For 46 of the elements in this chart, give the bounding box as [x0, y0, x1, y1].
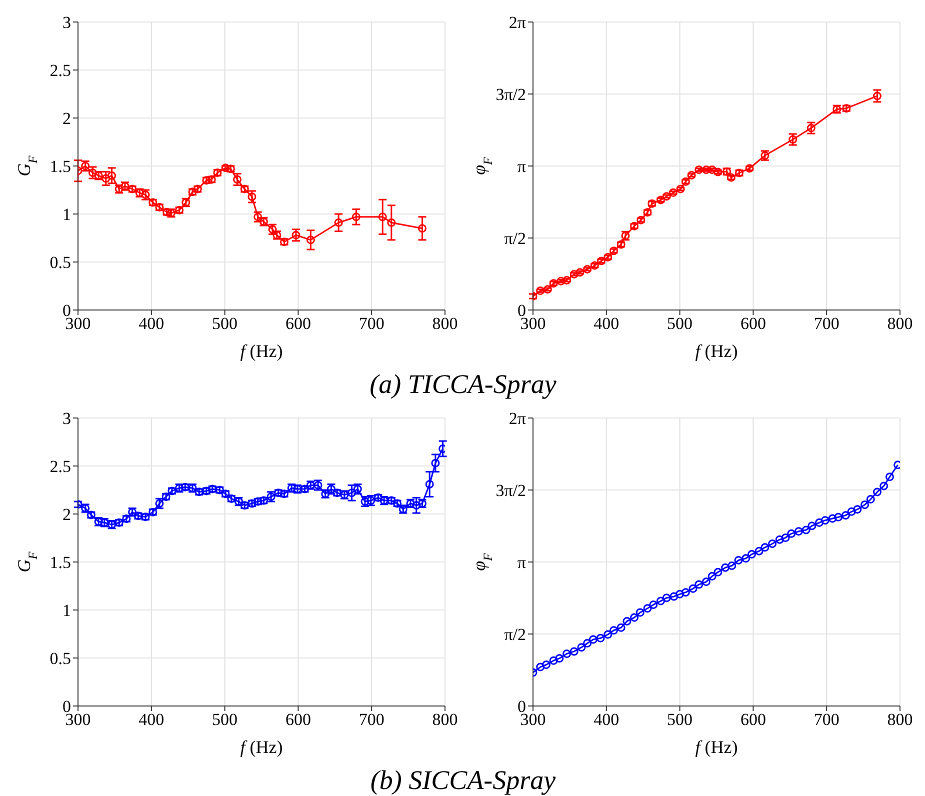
x-tick-label: 400 [138, 314, 164, 334]
x-tick-label: 400 [594, 314, 620, 334]
y-tick-label: 1.5 [50, 553, 71, 572]
y-tick-label: 2.5 [50, 61, 71, 80]
y-tick-label: 3π/2 [496, 481, 526, 500]
y-tick-label: 1.5 [50, 157, 71, 176]
text: (b) SICCA-Spray [369, 764, 557, 796]
x-tick-label: 500 [667, 710, 693, 730]
x-axis-title: f (Hz) [240, 341, 283, 361]
x-tick-label: 700 [814, 710, 840, 730]
x-tick-label: 800 [887, 710, 913, 730]
x-tick-label: 700 [814, 314, 840, 334]
x-tick-label: 800 [887, 314, 913, 334]
y-tick-label: 3 [62, 13, 71, 32]
y-tick-label: 1 [62, 601, 71, 620]
x-tick-label: 600 [740, 710, 766, 730]
x-tick-label: 400 [138, 710, 164, 730]
text: (a) TICCA-Spray [368, 368, 558, 400]
y-tick-label: 2.5 [50, 457, 71, 476]
y-tick-label: 2π [508, 13, 526, 32]
y-tick-label: π [517, 157, 526, 176]
x-tick-label: 600 [285, 710, 311, 730]
y-tick-label: 3 [62, 409, 71, 428]
x-tick-label: 500 [212, 710, 238, 730]
x-tick-label: 800 [432, 710, 458, 730]
y-tick-label: 2 [62, 109, 71, 128]
x-tick-label: 600 [740, 314, 766, 334]
x-tick-label: 500 [667, 314, 693, 334]
y-tick-label: 2 [62, 505, 71, 524]
y-tick-label: 2π [508, 409, 526, 428]
x-tick-label: 500 [212, 314, 238, 334]
x-tick-label: 600 [285, 314, 311, 334]
x-tick-label: 800 [432, 314, 458, 334]
x-tick-label: 700 [358, 710, 384, 730]
y-tick-label: π/2 [504, 625, 526, 644]
x-axis-title: f (Hz) [695, 737, 738, 757]
y-tick-label: π/2 [504, 229, 526, 248]
x-tick-label: 700 [358, 314, 384, 334]
x-tick-label: 400 [594, 710, 620, 730]
x-axis-title: f (Hz) [240, 737, 283, 757]
y-tick-label: π [517, 553, 526, 572]
y-tick-label: 0.5 [50, 253, 71, 272]
y-tick-label: 3π/2 [496, 85, 526, 104]
y-tick-label: 1 [62, 205, 71, 224]
x-axis-title: f (Hz) [695, 341, 738, 361]
y-tick-label: 0.5 [50, 649, 71, 668]
